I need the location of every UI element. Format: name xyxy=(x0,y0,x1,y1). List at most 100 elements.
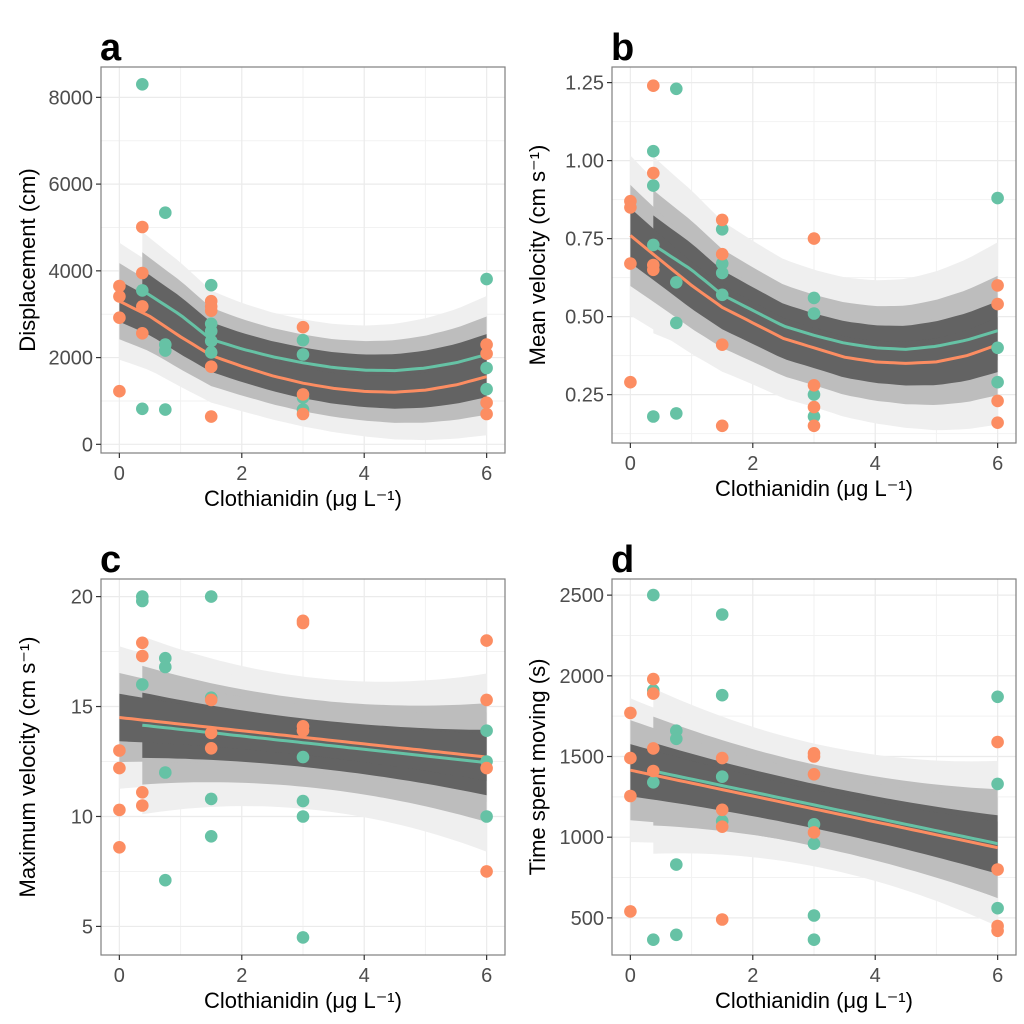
data-point-orange xyxy=(113,290,126,303)
data-point-orange xyxy=(113,841,126,854)
panel-a: 0 2 4 6 0 2000 4000 6000 8000 Clothianidin (μg L⁻… xyxy=(15,27,506,511)
y-tick-label: 0.25 xyxy=(565,385,604,407)
x-tick-label: 2 xyxy=(747,965,758,987)
data-point-orange xyxy=(296,407,310,421)
data-point-teal xyxy=(715,257,729,270)
data-point-orange xyxy=(136,266,149,280)
y-tick-label: 8000 xyxy=(49,87,94,109)
data-point-teal xyxy=(670,928,683,942)
data-point-orange xyxy=(113,311,126,325)
data-point-orange xyxy=(480,634,493,647)
y-tick-label: 15 xyxy=(71,697,93,719)
data-point-teal xyxy=(480,361,493,375)
fit-line-teal xyxy=(141,289,488,373)
plot-frame xyxy=(100,66,506,454)
panel-label: d xyxy=(611,539,634,581)
data-point-teal xyxy=(807,837,821,850)
data-point-teal xyxy=(296,333,310,347)
x-axis-title: Clothianidin (μg L⁻¹) xyxy=(204,988,402,1013)
data-point-teal xyxy=(670,732,683,746)
data-point-teal xyxy=(204,792,218,806)
fit-line-teal xyxy=(652,243,999,351)
panel-label: b xyxy=(611,27,634,69)
data-point-orange xyxy=(204,410,218,423)
data-point-teal xyxy=(991,341,1004,355)
fit-line-orange xyxy=(118,299,487,394)
data-point-orange xyxy=(807,232,821,245)
y-tick-label: 2000 xyxy=(49,348,94,370)
data-point-teal xyxy=(715,688,729,702)
data-point-orange xyxy=(715,803,729,817)
data-point-teal xyxy=(991,777,1004,791)
data-point-orange xyxy=(296,388,310,401)
data-point-orange xyxy=(647,79,660,92)
data-point-teal xyxy=(670,316,683,330)
data-point-teal xyxy=(204,334,218,348)
data-point-orange xyxy=(647,742,660,755)
y-tick-label: 1.25 xyxy=(565,73,604,95)
data-point-orange xyxy=(807,750,821,763)
data-point-teal xyxy=(807,388,821,401)
x-tick-label: 2 xyxy=(236,965,247,987)
data-point-orange xyxy=(480,865,493,878)
data-point-orange xyxy=(807,768,821,781)
data-point-orange xyxy=(136,220,149,234)
data-point-teal xyxy=(991,191,1004,205)
data-point-orange xyxy=(624,201,637,214)
x-tick-label: 0 xyxy=(625,453,636,475)
data-point-orange xyxy=(480,693,493,707)
fit-line-orange xyxy=(629,234,999,365)
x-axis-title: Clothianidin (μg L⁻¹) xyxy=(715,476,913,501)
data-point-orange xyxy=(647,687,660,700)
data-point-teal xyxy=(647,588,660,602)
data-point-teal xyxy=(480,382,493,396)
data-point-orange xyxy=(296,724,310,737)
data-point-teal xyxy=(715,288,729,302)
data-point-teal xyxy=(136,678,149,691)
data-point-teal xyxy=(715,608,729,621)
panel-label: c xyxy=(100,539,121,581)
data-point-orange xyxy=(991,735,1004,749)
data-point-orange xyxy=(991,297,1004,311)
plot-frame xyxy=(611,66,1017,444)
y-tick-label: 1.00 xyxy=(565,151,604,173)
data-point-orange xyxy=(715,247,729,261)
y-tick-label: 2000 xyxy=(560,666,605,688)
data-point-teal xyxy=(204,830,218,843)
x-axis-title: Clothianidin (μg L⁻¹) xyxy=(204,486,402,511)
data-point-orange xyxy=(624,905,637,918)
y-tick-label: 1000 xyxy=(560,827,605,849)
data-point-teal xyxy=(159,403,172,416)
y-axis-title: Maximum velocity (cm s⁻¹) xyxy=(15,637,40,898)
data-point-orange xyxy=(480,338,493,351)
y-tick-label: 4000 xyxy=(49,261,94,283)
data-point-teal xyxy=(807,909,821,922)
panel-c: 0 2 4 6 5 10 15 20 Clothianidin (μg L⁻¹) Maximum … xyxy=(15,539,506,1013)
data-point-orange xyxy=(647,764,660,778)
data-point-orange xyxy=(715,820,729,833)
fit-line-orange xyxy=(630,768,998,850)
data-point-teal xyxy=(204,278,218,292)
x-tick-label: 4 xyxy=(870,453,881,475)
plot-frame xyxy=(100,578,506,956)
x-tick-label: 0 xyxy=(625,965,636,987)
data-point-orange xyxy=(113,384,126,398)
x-tick-label: 0 xyxy=(114,463,125,485)
data-point-teal xyxy=(807,933,821,946)
fit-line-orange xyxy=(119,716,487,759)
data-point-orange xyxy=(136,786,149,799)
data-point-teal xyxy=(296,348,310,361)
data-point-orange xyxy=(624,375,637,389)
data-point-teal xyxy=(480,724,493,737)
data-point-orange xyxy=(113,803,126,817)
data-point-teal xyxy=(807,307,821,320)
data-point-teal xyxy=(991,690,1004,704)
data-point-teal xyxy=(296,750,310,764)
data-point-orange xyxy=(807,826,821,839)
data-point-orange xyxy=(715,913,729,926)
data-point-orange xyxy=(715,338,729,352)
panel-b: 0 2 4 6 0.25 0.50 0.75 1.00 1.25 Clothianidin (μg… xyxy=(525,27,1017,501)
data-point-teal xyxy=(670,407,683,420)
panel-d: 0 2 4 6 500 1000 1500 2000 2500 Clothianidin (μg … xyxy=(525,539,1017,1013)
fit-line-teal xyxy=(652,769,998,846)
